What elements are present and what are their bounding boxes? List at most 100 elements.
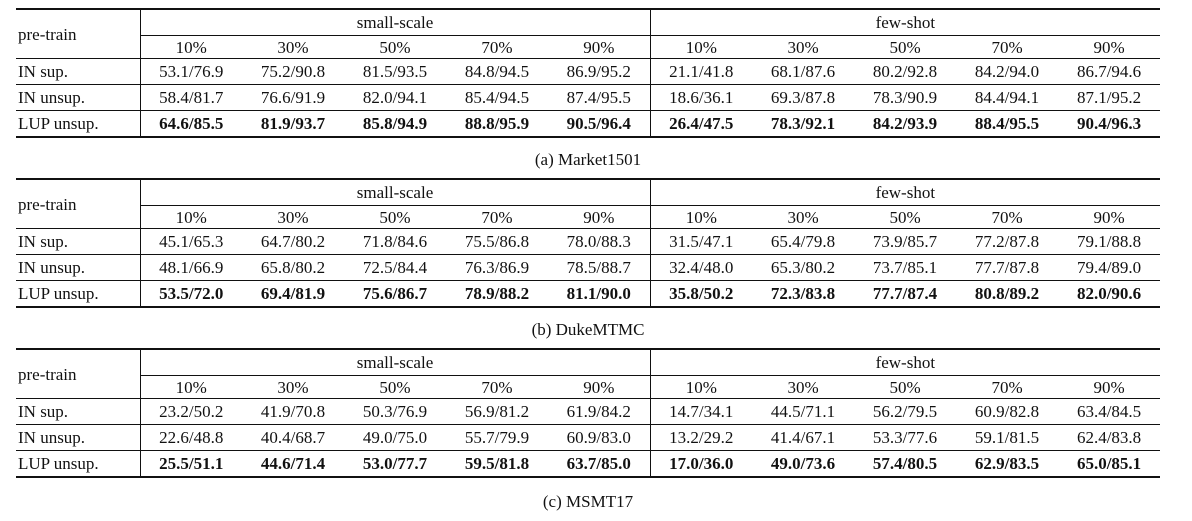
table-cell: 65.0/85.1 xyxy=(1058,450,1161,478)
row-label: LUP unsup. xyxy=(16,280,141,308)
table-cell: 73.9/85.7 xyxy=(854,228,957,255)
pct-header: 10% xyxy=(140,375,242,399)
table-cell: 13.2/29.2 xyxy=(650,424,753,451)
pct-header: 70% xyxy=(956,35,1059,59)
table-cell: 84.2/94.0 xyxy=(956,58,1059,85)
table-cell: 87.1/95.2 xyxy=(1058,84,1161,111)
table-cell: 65.4/79.8 xyxy=(752,228,855,255)
table-cell: 86.7/94.6 xyxy=(1058,58,1161,85)
table-cell: 63.7/85.0 xyxy=(548,450,651,478)
table-row-best: LUP unsup. 53.5/72.0 69.4/81.9 75.6/86.7… xyxy=(16,280,1161,308)
table-cell: 60.9/83.0 xyxy=(548,424,651,451)
pct-header: 50% xyxy=(344,205,446,229)
row-label: IN sup. xyxy=(16,398,141,425)
pct-header: 30% xyxy=(242,375,344,399)
pct-header: 10% xyxy=(650,35,753,59)
group-header-few-shot: few-shot xyxy=(650,8,1161,36)
table-row: IN unsup. 58.4/81.7 76.6/91.9 82.0/94.1 … xyxy=(16,84,1161,111)
table-cell: 75.6/86.7 xyxy=(344,280,446,308)
row-label-header: pre-train xyxy=(16,348,141,399)
table-cell: 49.0/73.6 xyxy=(752,450,855,478)
table-cell: 79.4/89.0 xyxy=(1058,254,1161,281)
row-label-header: pre-train xyxy=(16,8,141,59)
pct-header: 10% xyxy=(140,35,242,59)
table-cell: 82.0/94.1 xyxy=(344,84,446,111)
table-cell: 85.4/94.5 xyxy=(446,84,548,111)
table-row: IN unsup. 48.1/66.9 65.8/80.2 72.5/84.4 … xyxy=(16,254,1161,281)
table-cell: 77.7/87.8 xyxy=(956,254,1059,281)
table-cell: 44.5/71.1 xyxy=(752,398,855,425)
pct-header: 90% xyxy=(1058,375,1161,399)
table-cell: 62.9/83.5 xyxy=(956,450,1059,478)
table-row-best: LUP unsup. 64.6/85.5 81.9/93.7 85.8/94.9… xyxy=(16,110,1161,138)
table-cell: 64.6/85.5 xyxy=(140,110,242,138)
table-cell: 78.3/90.9 xyxy=(854,84,957,111)
table-cell: 63.4/84.5 xyxy=(1058,398,1161,425)
table-cell: 53.3/77.6 xyxy=(854,424,957,451)
table-cell: 77.7/87.4 xyxy=(854,280,957,308)
table-cell: 79.1/88.8 xyxy=(1058,228,1161,255)
pct-header: 10% xyxy=(650,375,753,399)
table-caption: (b) DukeMTMC xyxy=(531,320,645,339)
group-header-small-scale: small-scale xyxy=(140,348,651,376)
table-dukemtmc: pre-train small-scale few-shot 10% 30% 5… xyxy=(16,178,1161,308)
table-cell: 81.1/90.0 xyxy=(548,280,651,308)
table-cell: 75.5/86.8 xyxy=(446,228,548,255)
table-cell: 53.0/77.7 xyxy=(344,450,446,478)
pct-header: 70% xyxy=(446,205,548,229)
table-cell: 62.4/83.8 xyxy=(1058,424,1161,451)
table-cell: 53.5/72.0 xyxy=(140,280,242,308)
table-caption: (c) MSMT17 xyxy=(542,492,634,511)
pct-header: 50% xyxy=(854,375,957,399)
row-label-header: pre-train xyxy=(16,178,141,229)
table-cell: 69.3/87.8 xyxy=(752,84,855,111)
row-label: LUP unsup. xyxy=(16,110,141,138)
table-cell: 81.9/93.7 xyxy=(242,110,344,138)
pct-header: 50% xyxy=(854,35,957,59)
row-label: LUP unsup. xyxy=(16,450,141,478)
table-cell: 57.4/80.5 xyxy=(854,450,957,478)
pct-header: 70% xyxy=(446,35,548,59)
table-cell: 72.3/83.8 xyxy=(752,280,855,308)
table-cell: 90.4/96.3 xyxy=(1058,110,1161,138)
results-table: pre-train small-scale few-shot 10% 30% 5… xyxy=(16,348,1161,478)
table-cell: 87.4/95.5 xyxy=(548,84,651,111)
pct-header: 30% xyxy=(242,35,344,59)
pct-header: 30% xyxy=(752,205,855,229)
table-cell: 77.2/87.8 xyxy=(956,228,1059,255)
row-label: IN unsup. xyxy=(16,254,141,281)
row-label: IN unsup. xyxy=(16,84,141,111)
table-cell: 58.4/81.7 xyxy=(140,84,242,111)
table-cell: 88.8/95.9 xyxy=(446,110,548,138)
table-cell: 84.2/93.9 xyxy=(854,110,957,138)
pct-header: 90% xyxy=(1058,205,1161,229)
results-table: pre-train small-scale few-shot 10% 30% 5… xyxy=(16,178,1161,308)
table-cell: 55.7/79.9 xyxy=(446,424,548,451)
table-cell: 78.0/88.3 xyxy=(548,228,651,255)
row-label: IN sup. xyxy=(16,228,141,255)
table-cell: 72.5/84.4 xyxy=(344,254,446,281)
row-label: IN unsup. xyxy=(16,424,141,451)
table-cell: 35.8/50.2 xyxy=(650,280,753,308)
table-cell: 41.4/67.1 xyxy=(752,424,855,451)
table-cell: 56.9/81.2 xyxy=(446,398,548,425)
pct-header: 10% xyxy=(650,205,753,229)
pct-header: 70% xyxy=(956,375,1059,399)
table-cell: 18.6/36.1 xyxy=(650,84,753,111)
table-row-best: LUP unsup. 25.5/51.1 44.6/71.4 53.0/77.7… xyxy=(16,450,1161,478)
table-cell: 59.1/81.5 xyxy=(956,424,1059,451)
table-cell: 84.4/94.1 xyxy=(956,84,1059,111)
table-cell: 56.2/79.5 xyxy=(854,398,957,425)
table-cell: 31.5/47.1 xyxy=(650,228,753,255)
pct-header: 10% xyxy=(140,205,242,229)
table-cell: 88.4/95.5 xyxy=(956,110,1059,138)
table-cell: 49.0/75.0 xyxy=(344,424,446,451)
table-market1501: pre-train small-scale few-shot 10% 30% 5… xyxy=(16,8,1161,138)
group-header-small-scale: small-scale xyxy=(140,178,651,206)
table-msmt17: pre-train small-scale few-shot 10% 30% 5… xyxy=(16,348,1161,478)
pct-header: 70% xyxy=(956,205,1059,229)
table-cell: 14.7/34.1 xyxy=(650,398,753,425)
table-cell: 45.1/65.3 xyxy=(140,228,242,255)
table-cell: 17.0/36.0 xyxy=(650,450,753,478)
pct-header: 30% xyxy=(752,375,855,399)
